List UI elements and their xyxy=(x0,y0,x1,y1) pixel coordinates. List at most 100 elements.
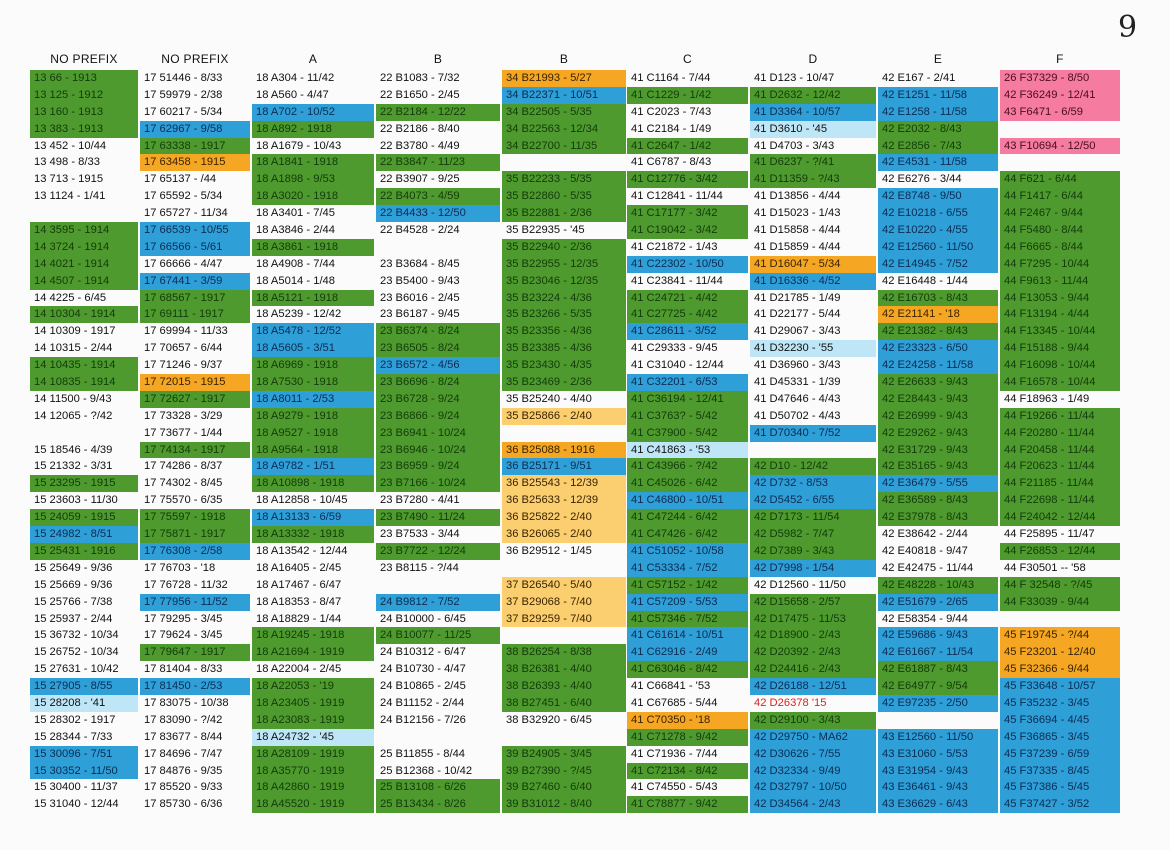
record-cell: 42 D32797 - 10/50 xyxy=(750,779,876,797)
record-cell: 42 F36249 - 12/41 xyxy=(1000,86,1120,104)
record-cell: 44 F16578 - 10/44 xyxy=(1000,374,1120,391)
record-cell: 41 D22177 - 5/44 xyxy=(754,308,841,321)
record-cell: 42 E10220 - 4/55 xyxy=(878,222,998,239)
record-cell: 18 A18829 - 1/44 xyxy=(256,612,342,625)
blank-cell xyxy=(502,425,626,442)
record-cell: 24 B10312 - 6/47 xyxy=(380,646,466,659)
record-cell: 42 E26999 - 9/43 xyxy=(878,407,998,425)
record-cell: 35 B23385 - 4/36 xyxy=(502,340,626,358)
record-cell: 41 C62916 - 2/49 xyxy=(627,644,748,662)
record-cell: 17 65592 - 5/34 xyxy=(144,190,223,203)
record-cell: 15 23295 - 1915 xyxy=(30,475,138,493)
record-cell: 17 67441 - 3/59 xyxy=(140,272,250,290)
record-cell: 45 F36694 - 4/45 xyxy=(1000,711,1120,729)
record-cell: 17 74302 - 8/45 xyxy=(144,477,223,490)
record-cell: 18 A9279 - 1918 xyxy=(252,407,374,425)
record-cell: 44 F25895 - 11/47 xyxy=(1004,528,1095,541)
record-cell: 45 F37239 - 6/59 xyxy=(1000,745,1120,763)
record-cell: 44 F21185 - 11/44 xyxy=(1000,475,1120,493)
record-cell: 17 66539 - 10/55 xyxy=(140,222,250,239)
record-cell: 44 F1417 - 6/44 xyxy=(1000,188,1120,206)
record-cell: 17 71246 - 9/37 xyxy=(144,359,223,372)
record-cell: 15 26752 - 10/34 xyxy=(34,646,119,659)
record-cell: 42 E29262 - 9/43 xyxy=(878,424,998,442)
record-cell: 18 A13133 - 6/59 xyxy=(252,509,374,527)
record-cell: 42 E4531 - 11/58 xyxy=(878,154,998,172)
blank-cell xyxy=(376,239,500,256)
record-cell: 41 C6787 - 8/43 xyxy=(631,156,712,169)
record-cell: 17 83090 - ?/42 xyxy=(144,713,223,726)
record-cell: 41 D123 - 10/47 xyxy=(754,72,835,84)
record-cell: 43 E36629 - 6/43 xyxy=(878,796,998,814)
record-cell: 42 E36479 - 5/55 xyxy=(878,475,998,493)
record-cell: 42 D26378 '15 xyxy=(754,696,827,709)
record-cell: 41 D3364 - 10/57 xyxy=(750,103,876,121)
record-cell: 17 83075 - 10/38 xyxy=(144,696,229,709)
record-cell: 17 79295 - 3/45 xyxy=(144,612,223,625)
record-cell: 35 B22940 - 2/36 xyxy=(502,238,626,256)
record-cell: 42 E16703 - 8/43 xyxy=(878,289,998,307)
record-cell: 42 D17475 - 11/53 xyxy=(750,610,876,628)
record-cell: 42 D15658 - 2/57 xyxy=(750,593,876,611)
record-cell: 24 B10077 - 11/25 xyxy=(376,627,500,645)
blank-cell xyxy=(1000,121,1120,138)
record-cell: 42 E36589 - 8/43 xyxy=(878,492,998,510)
record-cell: 42 E26633 - 9/43 xyxy=(878,374,998,391)
record-cell: 13 160 - 1913 xyxy=(30,103,138,121)
record-cell: 42 E167 - 2/41 xyxy=(882,72,956,84)
record-cell: 41 C57152 - 1/42 xyxy=(627,576,748,594)
record-cell: 42 E64977 - 9/54 xyxy=(878,678,998,695)
record-cell: 22 B2184 - 12/22 xyxy=(376,103,500,121)
record-cell: 36 B29512 - 1/45 xyxy=(506,544,592,557)
record-cell: 42 E37978 - 8/43 xyxy=(878,509,998,527)
record-cell: 13 383 - 1913 xyxy=(30,120,138,138)
blank-cell xyxy=(502,729,626,746)
record-cell: 36 B25543 - 12/39 xyxy=(502,475,626,493)
record-cell: 17 63458 - 1915 xyxy=(140,154,250,172)
record-cell: 36 B25171 - 9/51 xyxy=(502,458,626,476)
record-cell: 18 A3401 - 7/45 xyxy=(256,207,336,220)
record-cell: 34 B21993 - 5/27 xyxy=(502,70,626,87)
record-cell: 17 76308 - 2/58 xyxy=(140,542,250,560)
record-cell: 18 A1898 - 9/53 xyxy=(252,171,374,189)
record-cell: 37 B26540 - 5/40 xyxy=(502,576,626,594)
record-cell: 41 D11359 - ?/43 xyxy=(750,171,876,189)
record-cell: 17 74286 - 8/37 xyxy=(144,460,223,473)
record-cell: 41 C51052 - 10/58 xyxy=(627,542,748,560)
record-cell: 42 D732 - 8/53 xyxy=(750,475,876,493)
record-cell: 41 C22302 - 10/50 xyxy=(627,255,748,273)
record-cell: 15 25766 - 7/38 xyxy=(34,595,113,608)
blank-cell xyxy=(1000,154,1120,171)
record-cell: 42 E58354 - 9/44 xyxy=(882,612,968,625)
record-cell: 41 C37900 - 5/42 xyxy=(627,424,748,442)
record-cell: 35 B22233 - 5/35 xyxy=(502,171,626,189)
record-cell: 23 B6959 - 9/24 xyxy=(376,458,500,476)
record-cell: 18 A24732 - '45 xyxy=(252,728,374,746)
record-cell: 41 C23841 - 11/44 xyxy=(631,274,723,287)
record-cell: 42 E24258 - 11/58 xyxy=(878,357,998,375)
record-cell: 15 30096 - 7/51 xyxy=(30,745,138,763)
record-cell: 15 30352 - 11/50 xyxy=(30,762,138,780)
record-cell: 42 E2856 - 7/43 xyxy=(878,137,998,155)
record-cell: 18 A17467 - 6/47 xyxy=(256,578,342,591)
record-cell: 42 D7173 - 11/54 xyxy=(750,509,876,527)
record-cell: 41 C47244 - 6/42 xyxy=(627,509,748,527)
record-cell: 41 D15858 - 4/44 xyxy=(754,224,841,237)
record-cell: 15 24059 - 1915 xyxy=(30,509,138,527)
record-cell: 44 F9613 - 11/44 xyxy=(1000,272,1120,290)
record-cell: 23 B6941 - 10/24 xyxy=(376,424,500,442)
record-cell: 42 E8748 - 9/50 xyxy=(878,188,998,206)
record-cell: 23 B6374 - 8/24 xyxy=(376,323,500,341)
record-cell: 42 E2032 - 8/43 xyxy=(878,120,998,138)
record-cell: 42 E97235 - 2/50 xyxy=(878,694,998,712)
record-cell: 41 D13856 - 4/44 xyxy=(754,190,841,203)
record-cell: 39 B27460 - 6/40 xyxy=(502,779,626,797)
record-cell: 41 D4703 - 3/43 xyxy=(754,139,835,152)
blank-cell xyxy=(878,712,998,729)
record-cell: 41 C24721 - 4/42 xyxy=(627,289,748,307)
record-cell: 23 B6187 - 9/45 xyxy=(380,308,460,321)
record-cell: 41 C12776 - 3/42 xyxy=(627,171,748,189)
record-cell: 17 75570 - 6/35 xyxy=(144,494,223,507)
record-cell: 41 D36960 - 3/43 xyxy=(754,359,841,372)
record-cell: 35 B22881 - 2/36 xyxy=(502,205,626,223)
